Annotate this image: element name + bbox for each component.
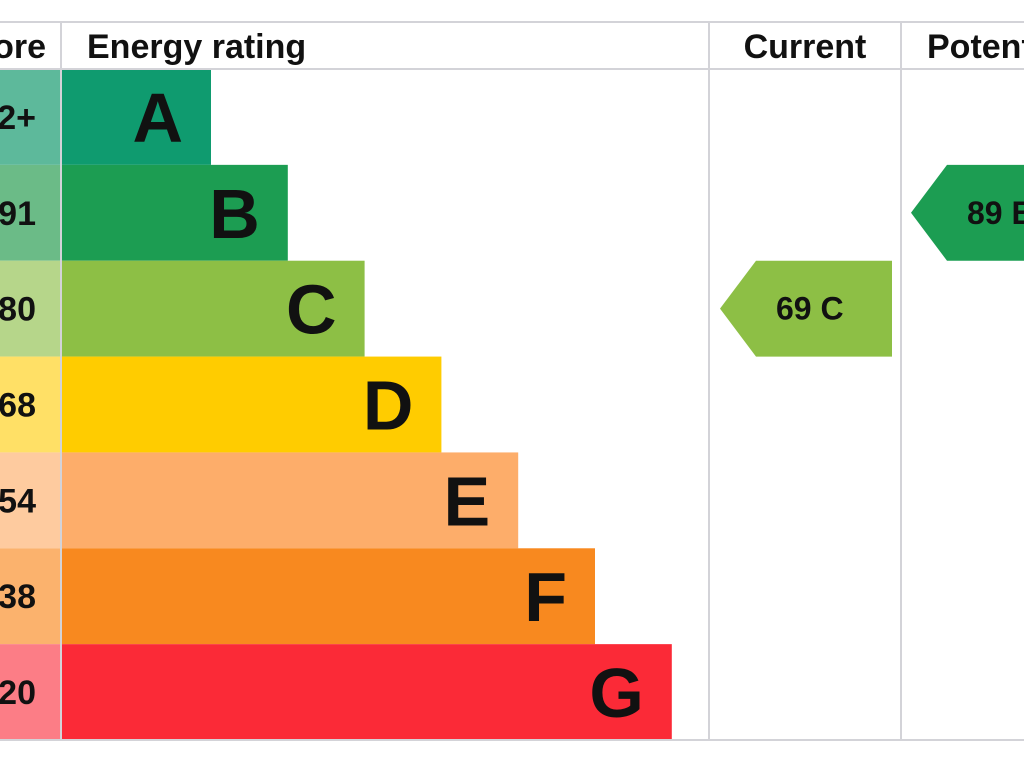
score-range-a: 92+ — [0, 99, 36, 137]
score-cell-d — [0, 356, 61, 453]
potential-column-header: Potential — [927, 28, 1024, 66]
band-letter-d: D — [363, 367, 414, 445]
rating-bar-g — [61, 644, 672, 740]
band-letter-a: A — [132, 79, 183, 157]
current-marker — [720, 260, 892, 357]
band-letter-e: E — [443, 462, 490, 540]
score-range-b: 81-91 — [0, 195, 36, 233]
score-range-c: 69-80 — [0, 291, 36, 329]
score-cell-f — [0, 548, 61, 645]
score-range-g: 1-20 — [0, 674, 36, 712]
band-letter-f: F — [524, 558, 567, 636]
rating-bar-d — [61, 356, 442, 453]
score-cell-c — [0, 260, 61, 357]
current-marker-label: 69 C — [776, 291, 844, 327]
rating-bar-a — [61, 69, 211, 165]
rating-bar-f — [61, 548, 595, 645]
potential-marker — [911, 164, 1024, 261]
score-cell-g — [0, 644, 61, 740]
score-cell-e — [0, 452, 61, 549]
band-letter-g: G — [589, 654, 643, 732]
potential-marker-label: 89 B — [967, 195, 1024, 231]
score-range-f: 21-38 — [0, 578, 36, 616]
band-rows: 92+ A 81-91 B 69-80 C 55-68 D 39-54 E 21-38 F 1-20 G — [0, 69, 672, 740]
score-cell-a — [0, 69, 61, 165]
rating-bar-c — [61, 260, 365, 357]
score-column-header: Score — [0, 28, 46, 66]
score-range-e: 39-54 — [0, 482, 36, 520]
score-range-d: 55-68 — [0, 387, 36, 425]
table-grid — [0, 21, 1024, 741]
band-letter-c: C — [286, 271, 337, 349]
energy-rating-header: Energy rating — [87, 28, 306, 66]
current-column-header: Current — [744, 28, 867, 66]
rating-bar-b — [61, 164, 288, 261]
score-cell-b — [0, 164, 61, 261]
rating-markers: 69 C 89 B — [720, 164, 1024, 357]
rating-bar-e — [61, 452, 519, 549]
band-letter-b: B — [209, 175, 260, 253]
